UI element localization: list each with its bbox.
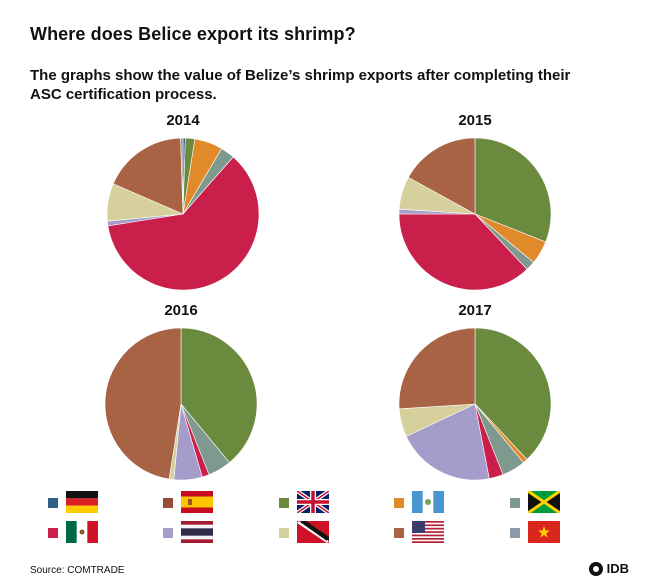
- pie-title: 2016: [164, 302, 198, 319]
- idb-logo-icon: [588, 561, 603, 576]
- germany-flag-icon: [66, 491, 98, 513]
- pie-slice-vietnam: [180, 137, 184, 215]
- trinidad-and-tobago-flag-icon: [297, 521, 329, 543]
- thailand-flag-icon: [181, 521, 213, 543]
- idb-logo: IDB: [588, 561, 629, 576]
- source-note: Source: COMTRADE: [30, 565, 125, 576]
- pie-slice-united-states: [112, 137, 184, 215]
- legend-swatch: [163, 498, 173, 508]
- pie-slice-mexico: [398, 213, 528, 291]
- legend-swatch: [510, 528, 520, 538]
- vietnam-flag-icon: [528, 521, 560, 543]
- pie-slice-united-states: [407, 137, 476, 215]
- pie-slice-united-kingdom: [474, 327, 552, 460]
- pie-slice-united-kingdom: [180, 327, 258, 463]
- united-states-flag-icon: [412, 521, 444, 543]
- legend-swatch: [510, 498, 520, 508]
- legend-swatch: [394, 528, 404, 538]
- pie-chart-svg: [106, 137, 260, 291]
- pie-chart-svg: [398, 327, 552, 481]
- mexico-flag-icon: [66, 521, 98, 543]
- legend-swatch: [279, 498, 289, 508]
- legend-swatch: [48, 528, 58, 538]
- idb-logo-text: IDB: [606, 561, 629, 576]
- legend-swatch: [48, 498, 58, 508]
- spain-flag-icon: [181, 491, 213, 513]
- legend-swatch: [394, 498, 404, 508]
- pie-title: 2015: [458, 112, 492, 129]
- jamaica-flag-icon: [528, 491, 560, 513]
- guatemala-flag-icon: [412, 491, 444, 513]
- chart-subtitle: The graphs show the value of Belize’s sh…: [30, 67, 571, 103]
- pie-slice-united-states: [398, 327, 476, 410]
- pie-chart-svg: [398, 137, 552, 291]
- chart-title: Where does Belice export its shrimp?: [30, 24, 356, 44]
- pie-title: 2014: [166, 112, 200, 129]
- legend-swatch: [279, 528, 289, 538]
- pie-title: 2017: [458, 302, 492, 319]
- united-kingdom-flag-icon: [297, 491, 329, 513]
- pie-chart-svg: [104, 327, 258, 481]
- pie-slice-thailand: [405, 403, 490, 481]
- pie-slice-mexico: [107, 156, 260, 291]
- pie-slice-united-kingdom: [474, 137, 552, 243]
- legend-swatch: [163, 528, 173, 538]
- pie-slice-united-states: [104, 327, 182, 480]
